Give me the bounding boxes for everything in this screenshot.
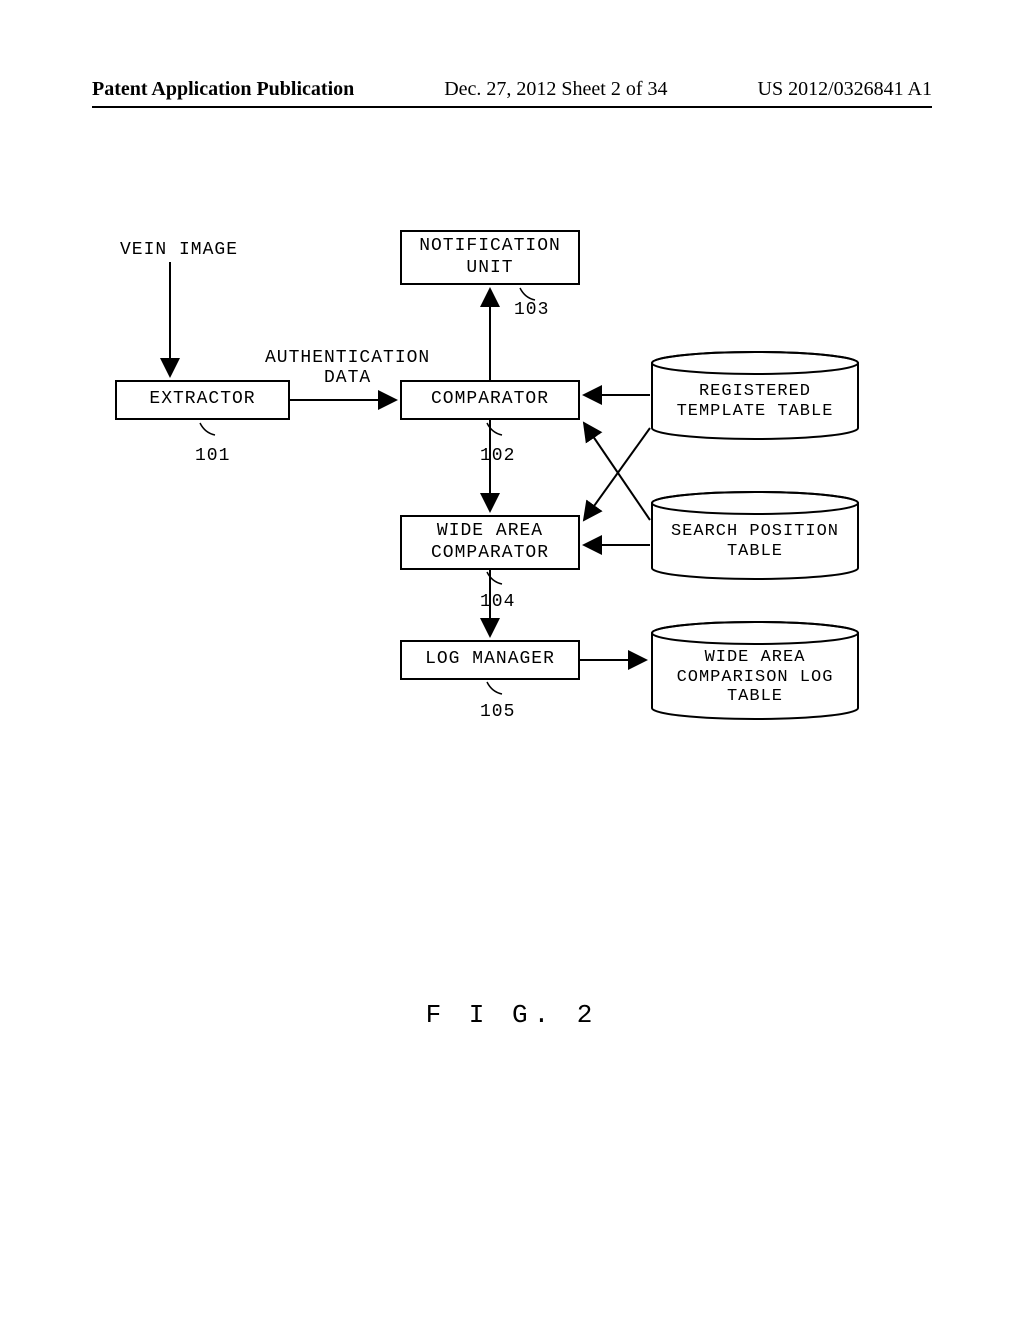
ref-103: 103	[514, 300, 549, 320]
notification-unit-label: NOTIFICATION UNIT	[419, 236, 561, 279]
header-right: US 2012/0326841 A1	[758, 78, 932, 101]
vein-image-label: VEIN IMAGE	[120, 240, 238, 260]
log-manager-label: LOG MANAGER	[425, 649, 555, 671]
ref-104: 104	[480, 592, 515, 612]
diagram-area: NOTIFICATION UNIT EXTRACTOR COMPARATOR W…	[0, 180, 1024, 980]
auth-data-label: AUTHENTICATION DATA	[265, 348, 430, 388]
log-table-label: WIDE AREA COMPARISON LOG TABLE	[650, 648, 860, 707]
extractor-label: EXTRACTOR	[149, 389, 255, 411]
header-rule	[92, 106, 932, 108]
figure-caption: F I G. 2	[0, 1000, 1024, 1030]
comparator-label: COMPARATOR	[431, 389, 549, 411]
header-left: Patent Application Publication	[92, 78, 354, 101]
header-mid: Dec. 27, 2012 Sheet 2 of 34	[444, 78, 667, 101]
search-position-label: SEARCH POSITION TABLE	[650, 522, 860, 561]
extractor-box: EXTRACTOR	[115, 380, 290, 420]
log-table-cylinder: WIDE AREA COMPARISON LOG TABLE	[650, 620, 860, 715]
notification-unit-box: NOTIFICATION UNIT	[400, 230, 580, 285]
registered-template-cylinder: REGISTERED TEMPLATE TABLE	[650, 350, 860, 435]
ref-105: 105	[480, 702, 515, 722]
wide-area-comparator-label: WIDE AREA COMPARATOR	[431, 521, 549, 564]
wide-area-comparator-box: WIDE AREA COMPARATOR	[400, 515, 580, 570]
page-header: Patent Application Publication Dec. 27, …	[0, 78, 1024, 101]
ref-101: 101	[195, 446, 230, 466]
log-manager-box: LOG MANAGER	[400, 640, 580, 680]
arrow-layer	[0, 180, 1024, 980]
registered-template-label: REGISTERED TEMPLATE TABLE	[650, 382, 860, 421]
search-position-cylinder: SEARCH POSITION TABLE	[650, 490, 860, 575]
ref-102: 102	[480, 446, 515, 466]
